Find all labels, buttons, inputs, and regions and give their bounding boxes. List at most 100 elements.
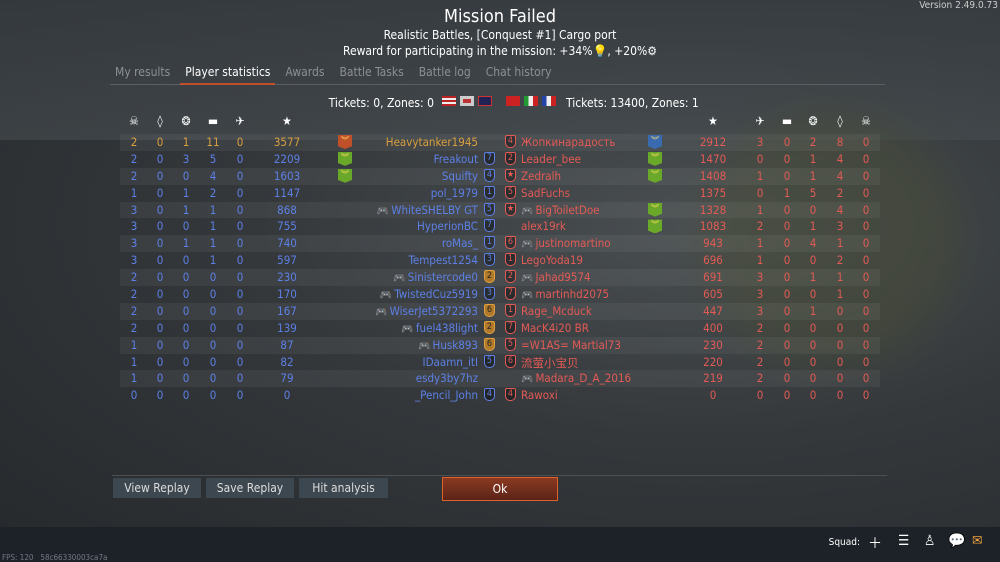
left-team-tickets: Tickets: 0, Zones: 0 xyxy=(328,96,434,110)
rank-badge: 5 xyxy=(505,337,516,351)
stat-cell: 0 xyxy=(862,354,870,369)
stat-cell: 1 xyxy=(809,168,817,183)
player-name[interactable]: esdy3by7hz xyxy=(416,371,478,385)
rank-badge: ★ xyxy=(505,168,516,182)
player-name[interactable]: 🎮 Madara_D_A_2016 xyxy=(521,371,631,385)
player-name[interactable]: HyperionBC xyxy=(417,219,478,233)
tab-battle-tasks[interactable]: Battle Tasks xyxy=(339,65,404,79)
player-name[interactable]: roMas_ xyxy=(442,236,478,250)
stat-cell: 0 xyxy=(236,303,244,318)
stat-cell: 0 xyxy=(862,168,870,183)
stat-cell: 0 xyxy=(783,135,791,149)
score-cell: 139 xyxy=(277,320,297,335)
award-badge-icon: ︾ xyxy=(648,135,662,149)
right-team-tickets: Tickets: 13400, Zones: 1 xyxy=(566,96,699,110)
ok-button[interactable]: Ok xyxy=(442,477,558,501)
stat-cell: 0 xyxy=(862,135,870,149)
rank-badge: 7 xyxy=(484,151,495,165)
tab-chat-history[interactable]: Chat history xyxy=(485,65,552,79)
player-name[interactable]: 🎮 Husk893 xyxy=(418,338,478,352)
player-name[interactable]: Жопкинарадость xyxy=(521,135,616,149)
squad-label: Squad: xyxy=(828,537,860,548)
player-name[interactable]: 🎮 justinomartino xyxy=(521,236,611,250)
player-name[interactable]: LegoYoda19 xyxy=(521,253,583,267)
diamond-icon: ◊ xyxy=(157,114,163,128)
stat-cell: 0 xyxy=(209,371,217,386)
player-name[interactable]: IDaamn_itI xyxy=(423,355,478,369)
stat-cell: 1 xyxy=(756,236,764,251)
rank-badge: 5 xyxy=(505,185,516,199)
player-name[interactable]: 🎮 Jahad9574 xyxy=(521,270,591,284)
player-name[interactable]: Rage_Mcduck xyxy=(521,304,592,318)
score-cell: 943 xyxy=(703,236,723,251)
gamepad-icon: 🎮 xyxy=(401,323,414,335)
player-name[interactable]: =W1AS= Martial73 xyxy=(521,338,621,352)
award-badge-icon: ︾ xyxy=(648,219,662,234)
stat-cell: 1 xyxy=(130,354,138,369)
player-name[interactable]: _Pencil_John xyxy=(415,388,478,402)
tab-battle-log[interactable]: Battle log xyxy=(418,65,471,79)
stat-cell: 0 xyxy=(809,354,817,369)
rank-badge: 5 xyxy=(484,202,495,216)
player-name[interactable]: 🎮 martinhd2075 xyxy=(521,287,609,301)
contacts-icon[interactable]: ♙ xyxy=(924,533,936,549)
tab-player-statistics[interactable]: Player statistics xyxy=(180,63,276,85)
stat-cell: 2 xyxy=(836,185,844,200)
stat-cell: 4 xyxy=(809,236,817,251)
player-name[interactable]: pol_1979 xyxy=(431,186,478,200)
save-replay-button[interactable]: Save Replay xyxy=(206,478,294,498)
stat-cell: 0 xyxy=(783,270,791,285)
player-name[interactable]: 🎮 Sinistercode0 xyxy=(393,270,478,284)
reward-text: Reward for participating in the mission:… xyxy=(343,44,657,58)
table-row: 3 0 0 1 0 755 HyperionBC 7 alex19rk ︾ 1083 2 0 1 3 0 xyxy=(120,218,880,235)
player-name[interactable]: Leader_bee xyxy=(521,152,581,166)
player-name[interactable]: 🎮 BigToiletDoe xyxy=(521,203,600,217)
stat-cell: 1 xyxy=(783,185,791,200)
stat-cell: 3 xyxy=(756,135,764,149)
stat-cell: 0 xyxy=(156,354,164,369)
player-name[interactable]: Rawoxi xyxy=(521,388,558,402)
player-name[interactable]: SadFuchs xyxy=(521,186,570,200)
stat-cell: 0 xyxy=(236,371,244,386)
player-name[interactable]: MacK4i20 BR xyxy=(521,321,589,335)
add-squad-icon[interactable]: ＋ xyxy=(868,536,882,552)
stat-cell: 0 xyxy=(862,270,870,285)
mail-icon[interactable]: ✉ xyxy=(972,533,983,549)
rank-badge: 3 xyxy=(484,287,495,301)
player-name[interactable]: 🎮 WiserJet5372293 xyxy=(375,304,478,318)
hit-analysis-button[interactable]: Hit analysis xyxy=(299,478,388,498)
player-name-text: Squifty xyxy=(441,168,478,183)
score-cell: 696 xyxy=(703,253,723,268)
gamepad-icon: 🎮 xyxy=(521,273,534,285)
stat-cell: 0 xyxy=(836,303,844,318)
player-name[interactable]: Zedralh xyxy=(521,169,561,183)
gamepad-icon: 🎮 xyxy=(393,273,406,285)
player-name[interactable]: 🎮 fuel438light xyxy=(401,321,478,335)
player-name[interactable]: 🎮 TwistedCuz5919 xyxy=(380,287,478,301)
stat-cell: 0 xyxy=(156,219,164,234)
tab-my-results[interactable]: My results xyxy=(115,65,171,79)
plane-icon: ✈ xyxy=(755,114,765,128)
view-replay-button[interactable]: View Replay xyxy=(113,478,201,498)
player-name[interactable]: alex19rk xyxy=(521,219,566,233)
stat-cell: 0 xyxy=(156,287,164,302)
stat-cell: 3 xyxy=(836,219,844,234)
chat-icon[interactable]: 💬 xyxy=(948,533,966,549)
list-icon[interactable]: ☰ xyxy=(898,533,910,549)
stat-cell: 1 xyxy=(130,371,138,386)
player-name[interactable]: Heavytanker1945 xyxy=(386,135,478,149)
player-name[interactable]: Tempest1254 xyxy=(408,253,478,267)
player-name[interactable]: Freakout xyxy=(434,152,478,166)
wreath-icon: ❂ xyxy=(181,114,191,128)
stat-cell: 1 xyxy=(182,202,190,217)
tab-awards[interactable]: Awards xyxy=(285,65,325,79)
stat-cell: 0 xyxy=(209,270,217,285)
diamond-icon: ◊ xyxy=(837,114,843,128)
player-name[interactable]: 流萤小宝贝 xyxy=(521,355,579,371)
stat-cell: 0 xyxy=(756,388,764,403)
score-cell: 230 xyxy=(703,337,723,352)
player-name[interactable]: 🎮 WhiteSHELBY GT xyxy=(377,203,478,217)
star-icon: ★ xyxy=(708,114,718,128)
player-name[interactable]: Squifty xyxy=(442,169,478,183)
stat-cell: 0 xyxy=(836,320,844,335)
